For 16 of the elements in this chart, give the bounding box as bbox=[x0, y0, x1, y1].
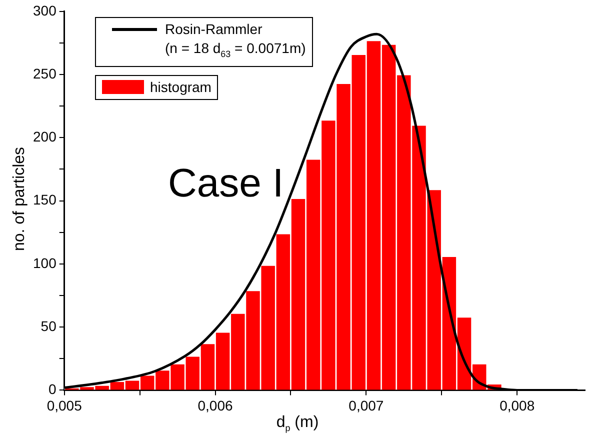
y-tick-label: 150 bbox=[33, 192, 57, 208]
legend-label: Rosin-Rammler (n = 18 d$_{63}$ = 0.0071m) bbox=[165, 20, 306, 61]
annotation: Case I bbox=[168, 162, 284, 206]
y-tick-label: 250 bbox=[33, 65, 57, 82]
y-tick-label: 300 bbox=[33, 2, 57, 18]
x-tick-label: 0,007 bbox=[348, 397, 384, 414]
y-tick-label: 200 bbox=[33, 128, 57, 145]
x-axis-title: d$_{p}$ (m) bbox=[275, 414, 320, 434]
x-tick-label: 0,006 bbox=[198, 397, 233, 414]
y-tick-label: 0 bbox=[48, 381, 57, 398]
x-tick-label: 0,005 bbox=[46, 397, 82, 414]
y-tick-label: 100 bbox=[33, 254, 57, 271]
legend-label: histogram bbox=[150, 78, 212, 97]
x-tick-label: 0,008 bbox=[500, 397, 535, 414]
y-tick-label: 50 bbox=[40, 318, 57, 334]
y-axis-title: no. of particles bbox=[11, 146, 29, 254]
